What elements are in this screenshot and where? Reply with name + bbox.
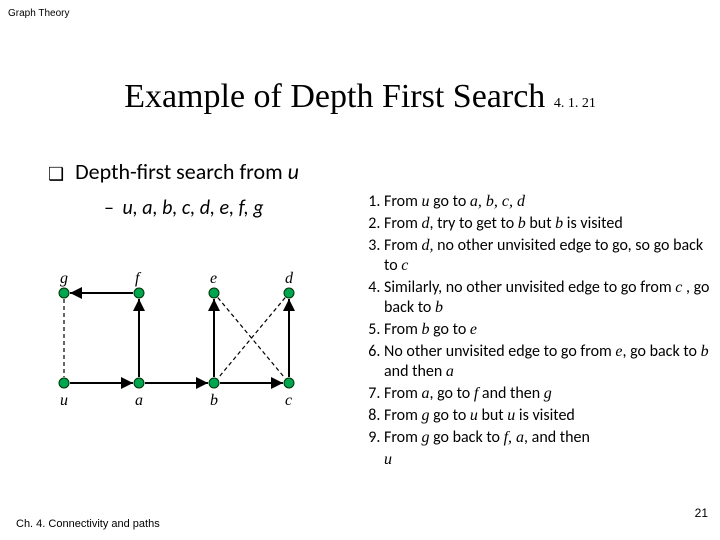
graph-node — [59, 378, 69, 388]
graph-node — [59, 288, 69, 298]
slide-title: Example of Depth First Search 4. 1. 21 — [0, 78, 720, 116]
bullet-main-var: u — [288, 158, 299, 185]
step-item: From g go back to f, a, and then — [384, 428, 710, 448]
title-sub: 4. 1. 21 — [554, 96, 596, 111]
step-item: No other unvisited edge to go from e, go… — [384, 342, 710, 382]
step-item: From a, go to f and then g — [384, 384, 710, 404]
graph-node-label: a — [135, 392, 143, 410]
graph-node-label: e — [210, 270, 217, 288]
dfs-graph: g f e d u a b c — [44, 268, 324, 438]
graph-node-label: d — [285, 270, 293, 288]
bullet-sub-text: u, a, b, c, d, e, f, g — [123, 196, 264, 220]
graph-node — [284, 288, 294, 298]
title-main: Example of Depth First Search — [124, 78, 545, 115]
page-number: 21 — [695, 506, 708, 520]
graph-node — [134, 288, 144, 298]
graph-node — [209, 288, 219, 298]
graph-node-label: u — [60, 392, 68, 410]
graph-node-label: f — [135, 270, 139, 288]
step-item: From b go to e — [384, 320, 710, 340]
steps-list: From u go to a, b, c, dFrom d, try to ge… — [360, 192, 710, 470]
step-item: From g go to u but u is visited — [384, 406, 710, 426]
graph-node — [209, 378, 219, 388]
graph-node-label: g — [60, 270, 68, 288]
footer-label: Ch. 4. Connectivity and paths — [16, 518, 160, 530]
step-item: From d, no other unvisited edge to go, s… — [384, 236, 710, 276]
graph-node-label: c — [285, 392, 292, 410]
bullet-main: ❑ Depth-first search from u — [48, 158, 299, 185]
bullet-main-text: Depth-first search from — [75, 158, 288, 185]
bullet-dash-icon: – — [104, 196, 114, 220]
graph-node — [134, 378, 144, 388]
step-item: From d, try to get to b but b is visited — [384, 214, 710, 234]
step-item: From u go to a, b, c, d — [384, 192, 710, 212]
header-label: Graph Theory — [8, 8, 70, 19]
steps-tail: u — [384, 451, 392, 468]
graph-node-label: b — [210, 392, 218, 410]
step-item: Similarly, no other unvisited edge to go… — [384, 278, 710, 318]
graph-node — [284, 378, 294, 388]
bullet-square-icon: ❑ — [48, 163, 64, 185]
bullet-sub: – u, a, b, c, d, e, f, g — [104, 196, 264, 220]
